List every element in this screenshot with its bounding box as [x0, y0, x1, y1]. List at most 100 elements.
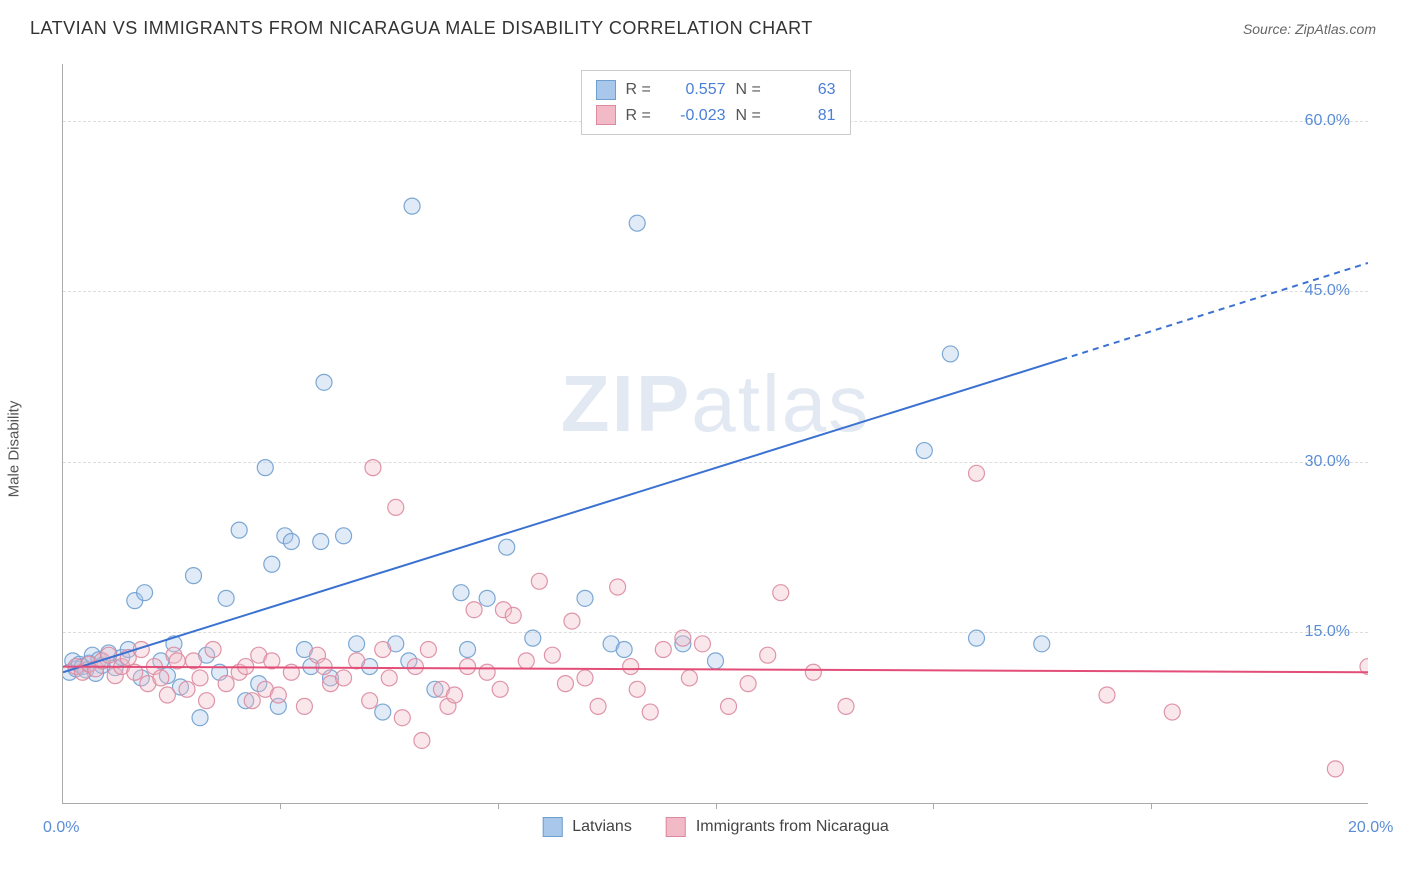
data-point-nicaragua	[531, 573, 547, 589]
x-tick-mark	[1151, 803, 1152, 809]
data-point-latvians	[218, 590, 234, 606]
data-point-latvians	[192, 710, 208, 726]
data-point-latvians	[479, 590, 495, 606]
data-point-nicaragua	[629, 681, 645, 697]
data-point-nicaragua	[460, 659, 476, 675]
swatch-latvians-icon	[542, 817, 562, 837]
trend-line-latvians	[63, 360, 1061, 673]
data-point-nicaragua	[407, 659, 423, 675]
chart-header: LATVIAN VS IMMIGRANTS FROM NICARAGUA MAL…	[0, 0, 1406, 49]
data-point-nicaragua	[1099, 687, 1115, 703]
data-point-latvians	[316, 374, 332, 390]
chart-title: LATVIAN VS IMMIGRANTS FROM NICARAGUA MAL…	[30, 18, 813, 39]
data-point-latvians	[460, 642, 476, 658]
data-point-nicaragua	[838, 698, 854, 714]
data-point-latvians	[257, 460, 273, 476]
swatch-nicaragua	[596, 105, 616, 125]
data-point-nicaragua	[544, 647, 560, 663]
swatch-nicaragua-icon	[666, 817, 686, 837]
data-point-latvians	[375, 704, 391, 720]
x-tick-mark	[716, 803, 717, 809]
data-point-nicaragua	[655, 642, 671, 658]
data-point-latvians	[499, 539, 515, 555]
swatch-latvians	[596, 80, 616, 100]
x-tick-label: 0.0%	[43, 819, 79, 837]
data-point-nicaragua	[805, 664, 821, 680]
r-value-nicaragua: -0.023	[666, 103, 726, 129]
data-point-nicaragua	[336, 670, 352, 686]
data-point-nicaragua	[760, 647, 776, 663]
data-point-latvians	[629, 215, 645, 231]
legend-row-latvians: R = 0.557 N = 63	[596, 77, 836, 103]
legend-item-nicaragua: Immigrants from Nicaragua	[666, 817, 889, 837]
data-point-nicaragua	[394, 710, 410, 726]
trend-line-extrapolated-latvians	[1061, 263, 1368, 360]
data-point-nicaragua	[694, 636, 710, 652]
legend-label-nicaragua: Immigrants from Nicaragua	[696, 818, 889, 836]
data-point-nicaragua	[518, 653, 534, 669]
data-point-nicaragua	[375, 642, 391, 658]
data-point-nicaragua	[642, 704, 658, 720]
x-tick-mark	[498, 803, 499, 809]
legend-row-nicaragua: R = -0.023 N = 81	[596, 103, 836, 129]
data-point-nicaragua	[420, 642, 436, 658]
data-point-latvians	[186, 568, 202, 584]
data-point-nicaragua	[557, 676, 573, 692]
data-point-latvians	[708, 653, 724, 669]
data-point-latvians	[283, 534, 299, 550]
data-point-nicaragua	[590, 698, 606, 714]
chart-container: Male Disability ZIPatlas R = 0.557 N = 6…	[48, 58, 1378, 840]
data-point-nicaragua	[564, 613, 580, 629]
data-point-nicaragua	[349, 653, 365, 669]
data-point-latvians	[336, 528, 352, 544]
data-point-latvians	[525, 630, 541, 646]
data-point-nicaragua	[773, 585, 789, 601]
n-value-nicaragua: 81	[776, 103, 836, 129]
correlation-legend: R = 0.557 N = 63 R = -0.023 N = 81	[581, 70, 851, 135]
source-attribution: Source: ZipAtlas.com	[1243, 21, 1376, 37]
data-point-latvians	[616, 642, 632, 658]
data-point-latvians	[231, 522, 247, 538]
data-point-latvians	[916, 443, 932, 459]
data-point-nicaragua	[153, 670, 169, 686]
data-point-nicaragua	[721, 698, 737, 714]
data-point-nicaragua	[1164, 704, 1180, 720]
data-point-latvians	[942, 346, 958, 362]
r-value-latvians: 0.557	[666, 77, 726, 103]
data-point-latvians	[313, 534, 329, 550]
data-point-nicaragua	[447, 687, 463, 703]
x-tick-mark	[280, 803, 281, 809]
data-point-latvians	[137, 585, 153, 601]
data-point-nicaragua	[296, 698, 312, 714]
data-point-nicaragua	[205, 642, 221, 658]
data-point-nicaragua	[623, 659, 639, 675]
data-point-latvians	[577, 590, 593, 606]
data-point-nicaragua	[388, 499, 404, 515]
data-point-nicaragua	[479, 664, 495, 680]
n-value-latvians: 63	[776, 77, 836, 103]
data-point-nicaragua	[192, 670, 208, 686]
data-point-latvians	[264, 556, 280, 572]
data-point-nicaragua	[316, 659, 332, 675]
data-point-nicaragua	[610, 579, 626, 595]
data-point-nicaragua	[362, 693, 378, 709]
data-point-nicaragua	[1327, 761, 1343, 777]
data-point-nicaragua	[740, 676, 756, 692]
data-point-nicaragua	[159, 687, 175, 703]
legend-item-latvians: Latvians	[542, 817, 632, 837]
data-point-nicaragua	[414, 732, 430, 748]
data-point-nicaragua	[466, 602, 482, 618]
legend-label-latvians: Latvians	[572, 818, 632, 836]
data-point-latvians	[969, 630, 985, 646]
data-point-nicaragua	[179, 681, 195, 697]
x-tick-mark	[933, 803, 934, 809]
data-point-nicaragua	[270, 687, 286, 703]
data-point-nicaragua	[218, 676, 234, 692]
data-point-nicaragua	[505, 607, 521, 623]
scatter-svg	[63, 64, 1368, 803]
data-point-nicaragua	[675, 630, 691, 646]
plot-area: ZIPatlas R = 0.557 N = 63 R = -0.023 N =…	[62, 64, 1368, 804]
data-point-latvians	[349, 636, 365, 652]
data-point-nicaragua	[577, 670, 593, 686]
data-point-latvians	[404, 198, 420, 214]
